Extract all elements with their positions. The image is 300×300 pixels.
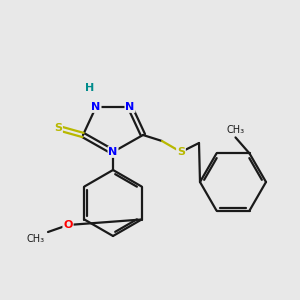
Text: N: N xyxy=(125,102,135,112)
Text: S: S xyxy=(177,147,185,157)
Text: S: S xyxy=(54,123,62,133)
Text: H: H xyxy=(85,83,94,93)
Text: N: N xyxy=(92,102,100,112)
Text: N: N xyxy=(108,147,118,157)
Text: CH₃: CH₃ xyxy=(226,125,244,135)
Text: O: O xyxy=(63,220,73,230)
Text: CH₃: CH₃ xyxy=(27,234,45,244)
